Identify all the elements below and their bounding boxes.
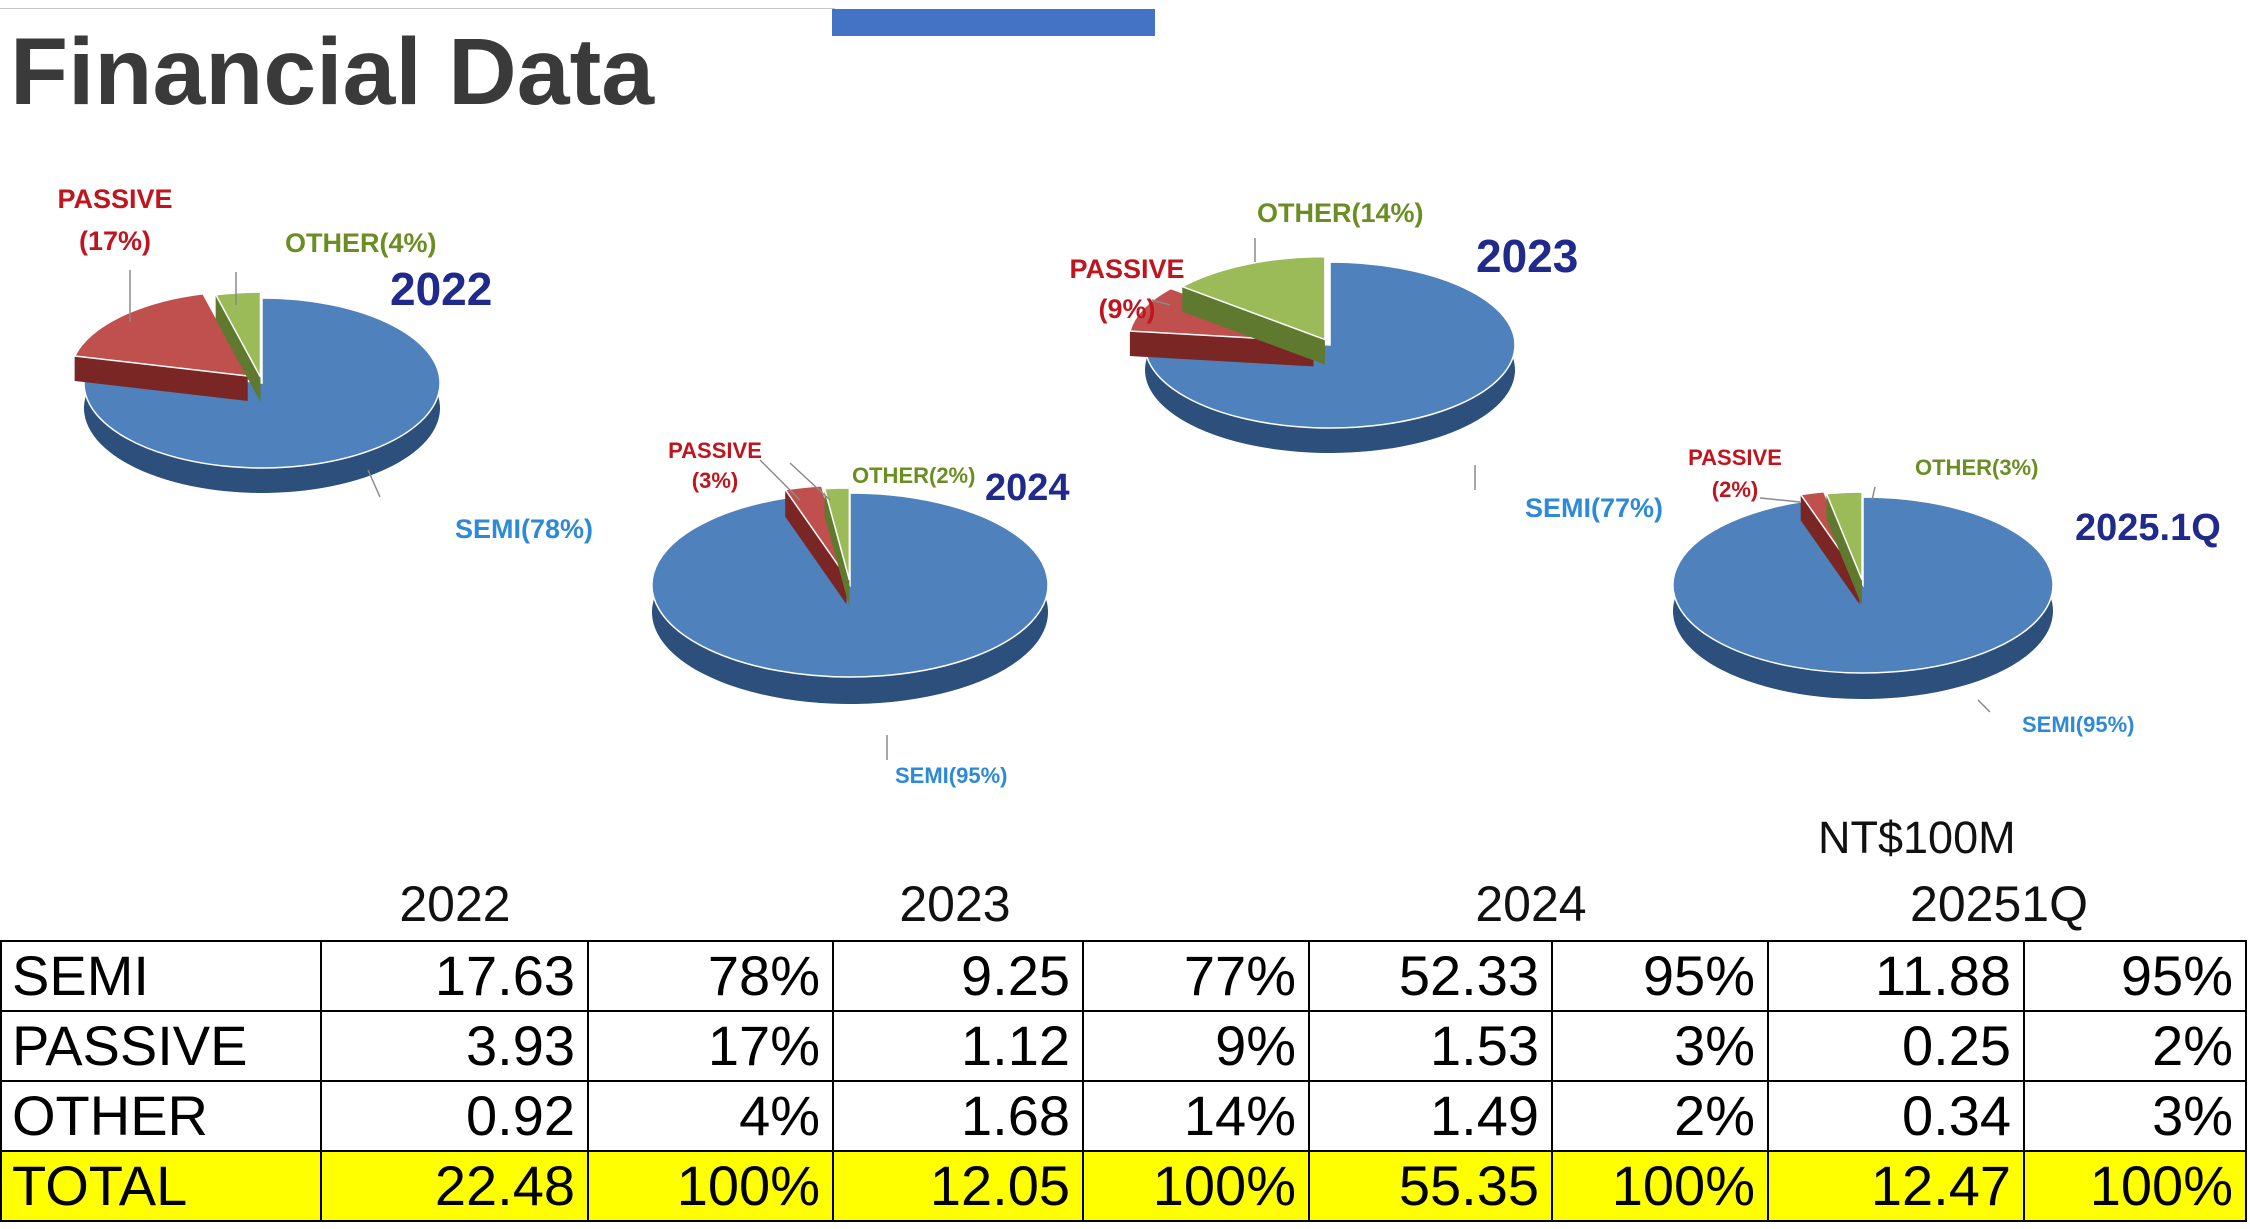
- page-title: Financial Data: [10, 19, 655, 125]
- top-rule: [0, 8, 835, 9]
- table-cell: 0.34: [1767, 1080, 2025, 1152]
- pie-3-passive-edge: [1800, 494, 1860, 605]
- pie-3-title: 2025.1Q: [2075, 507, 2221, 549]
- row-label: TOTAL: [0, 1150, 322, 1222]
- table-year-2024: 2024: [1475, 876, 1587, 932]
- table-cell: 100%: [587, 1150, 834, 1222]
- financial-table: SEMI 17.63 78% 9.25 77% 52.33 95% 11.88 …: [0, 940, 2247, 1222]
- pie-0-other-edge: [215, 294, 261, 403]
- pie-3-semi-slice: [1672, 496, 2054, 674]
- pie-0-label: SEMI(78%): [455, 514, 593, 544]
- table-cell: 17.63: [320, 940, 589, 1012]
- table-cell: 2%: [1551, 1080, 1769, 1152]
- table-cell: 0.92: [320, 1080, 589, 1152]
- pie-2-leader: [759, 459, 801, 501]
- table-cell: 77%: [1082, 940, 1310, 1012]
- pie-2-label: (3%): [692, 468, 738, 493]
- table-cell: 2%: [2023, 1010, 2247, 1082]
- table-cell: 78%: [587, 940, 834, 1012]
- table-year-2022: 2022: [399, 876, 511, 932]
- pie-1-title: 2023: [1476, 230, 1578, 282]
- table-cell: 17%: [587, 1010, 834, 1082]
- table-cell: 22.48: [320, 1150, 589, 1222]
- table-year-20251q: 20251Q: [1910, 876, 2088, 932]
- table-row-other: OTHER 0.92 4% 1.68 14% 1.49 2% 0.34 3%: [0, 1080, 2247, 1152]
- pie-2-leader: [789, 462, 831, 501]
- table-cell: 4%: [587, 1080, 834, 1152]
- pie-3-label: (2%): [1712, 477, 1758, 502]
- pie-3-other-slice: [1825, 491, 1863, 581]
- table-cell: 1.68: [832, 1080, 1084, 1152]
- table-cell: 14%: [1082, 1080, 1310, 1152]
- pie-2-passive-slice: [784, 485, 848, 578]
- table-cell: 0.25: [1767, 1010, 2025, 1082]
- pie-2-semi-slice: [651, 492, 1049, 678]
- pie-1-semi-slice: [1144, 261, 1516, 429]
- accent-bar: [832, 9, 1155, 36]
- pie-3-leader: [1977, 699, 1991, 713]
- pie-2-passive-edge: [785, 489, 847, 605]
- pie-1-leader: [1151, 299, 1171, 306]
- pie-3-other-edge: [1826, 493, 1863, 607]
- table-row-semi: SEMI 17.63 78% 9.25 77% 52.33 95% 11.88 …: [0, 940, 2247, 1012]
- pie-3-label: PASSIVE: [1688, 445, 1782, 470]
- pie-1-other-edge: [1182, 286, 1325, 365]
- pie-3-label: SEMI(95%): [2022, 712, 2134, 737]
- pie-0-label: OTHER(4%): [285, 228, 437, 258]
- pie-3-leader: [1871, 486, 1876, 501]
- table-cell: 1.12: [832, 1010, 1084, 1082]
- pie-0-semi-slice: [83, 297, 441, 469]
- pie-0-passive-slice: [73, 292, 250, 377]
- table-cell: 95%: [1551, 940, 1769, 1012]
- table-cell: 1.49: [1308, 1080, 1553, 1152]
- table-cell: 9%: [1082, 1010, 1310, 1082]
- table-cell: 100%: [1082, 1150, 1310, 1222]
- pie-2-label: PASSIVE: [668, 438, 762, 463]
- table-cell: 95%: [2023, 940, 2247, 1012]
- table-cell: 3.93: [320, 1010, 589, 1082]
- table-cell: 3%: [2023, 1080, 2247, 1152]
- pie-1-label: PASSIVE: [1069, 254, 1184, 284]
- pie-2-title: 2024: [985, 467, 1070, 509]
- table-row-passive: PASSIVE 3.93 17% 1.12 9% 1.53 3% 0.25 2%: [0, 1010, 2247, 1082]
- pie-0-passive-edge: [74, 355, 248, 401]
- row-label: OTHER: [0, 1080, 322, 1152]
- pie-0-title: 2022: [390, 263, 492, 315]
- pie-2-label: OTHER(2%): [852, 463, 975, 488]
- pie-0-leader: [367, 469, 381, 498]
- pie-0-other-slice: [214, 291, 262, 378]
- unit-label: NT$100M: [1818, 812, 2016, 863]
- pie-0-label: (17%): [79, 226, 151, 256]
- pie-2-other-edge: [824, 488, 850, 608]
- table-cell: 12.05: [832, 1150, 1084, 1222]
- row-label: PASSIVE: [0, 1010, 322, 1082]
- table-cell: 12.47: [1767, 1150, 2025, 1222]
- pie-3-label: OTHER(3%): [1915, 455, 2038, 480]
- pie-3-leader: [1759, 497, 1801, 503]
- pie-1-other-slice: [1180, 255, 1326, 341]
- pie-2-label: SEMI(95%): [895, 763, 1007, 788]
- pie-1-label: SEMI(77%): [1525, 493, 1663, 523]
- table-cell: 9.25: [832, 940, 1084, 1012]
- table-cell: 100%: [2023, 1150, 2247, 1222]
- pie-1-label: OTHER(14%): [1257, 198, 1424, 228]
- table-year-2023: 2023: [899, 876, 1011, 932]
- table-cell: 3%: [1551, 1010, 1769, 1082]
- table-cell: 11.88: [1767, 940, 2025, 1012]
- pie-1-label: (9%): [1098, 294, 1155, 324]
- table-cell: 55.35: [1308, 1150, 1553, 1222]
- pie-0-label: PASSIVE: [57, 184, 172, 214]
- row-label: SEMI: [0, 940, 322, 1012]
- table-cell: 100%: [1551, 1150, 1769, 1222]
- table-row-total: TOTAL 22.48 100% 12.05 100% 55.35 100% 1…: [0, 1150, 2247, 1222]
- pie-charts: 2022 SEMI(78%) PASSIVE (17%) OTHER(4%) 2023 SE…: [57, 184, 2221, 788]
- table-cell: 1.53: [1308, 1010, 1553, 1082]
- table-cell: 52.33: [1308, 940, 1553, 1012]
- pie-2-other-slice: [823, 487, 851, 581]
